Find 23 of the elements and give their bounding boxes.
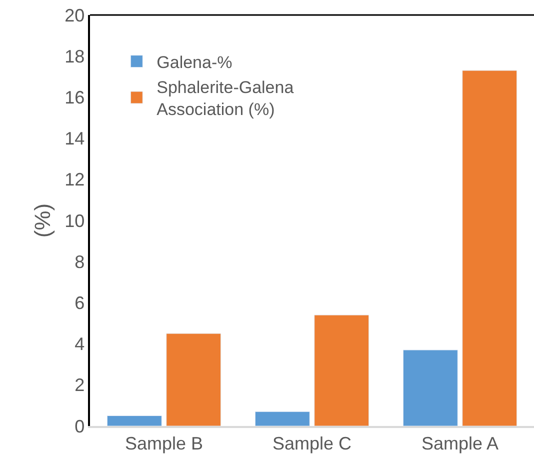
bar — [166, 333, 222, 426]
y-tick-label: 2 — [74, 375, 85, 396]
bar — [254, 411, 310, 426]
y-tick-label: 6 — [74, 293, 85, 313]
x-tick-label: Sample A — [421, 434, 499, 454]
x-tick-label: Sample C — [272, 434, 352, 454]
y-tick-label: 8 — [74, 252, 85, 272]
bar — [402, 350, 458, 426]
y-tick-label: 14 — [64, 128, 85, 149]
y-axis-title: (%) — [30, 203, 55, 238]
y-tick-label: 0 — [74, 416, 85, 436]
y-tick-label: 4 — [74, 334, 85, 354]
y-tick-label: 18 — [64, 46, 85, 66]
bar — [106, 415, 162, 426]
legend-label: Sphalerite-Galena Association (%) — [156, 78, 294, 120]
y-tick-label: 16 — [64, 88, 85, 108]
y-tick-label: 10 — [64, 210, 85, 231]
legend-label: Galena-% — [156, 52, 232, 72]
y-tick-label: 20 — [64, 5, 85, 26]
y-tick-label: 12 — [64, 170, 85, 190]
bar — [462, 70, 518, 426]
x-tick-label: Sample B — [124, 434, 204, 454]
bar — [314, 314, 370, 426]
